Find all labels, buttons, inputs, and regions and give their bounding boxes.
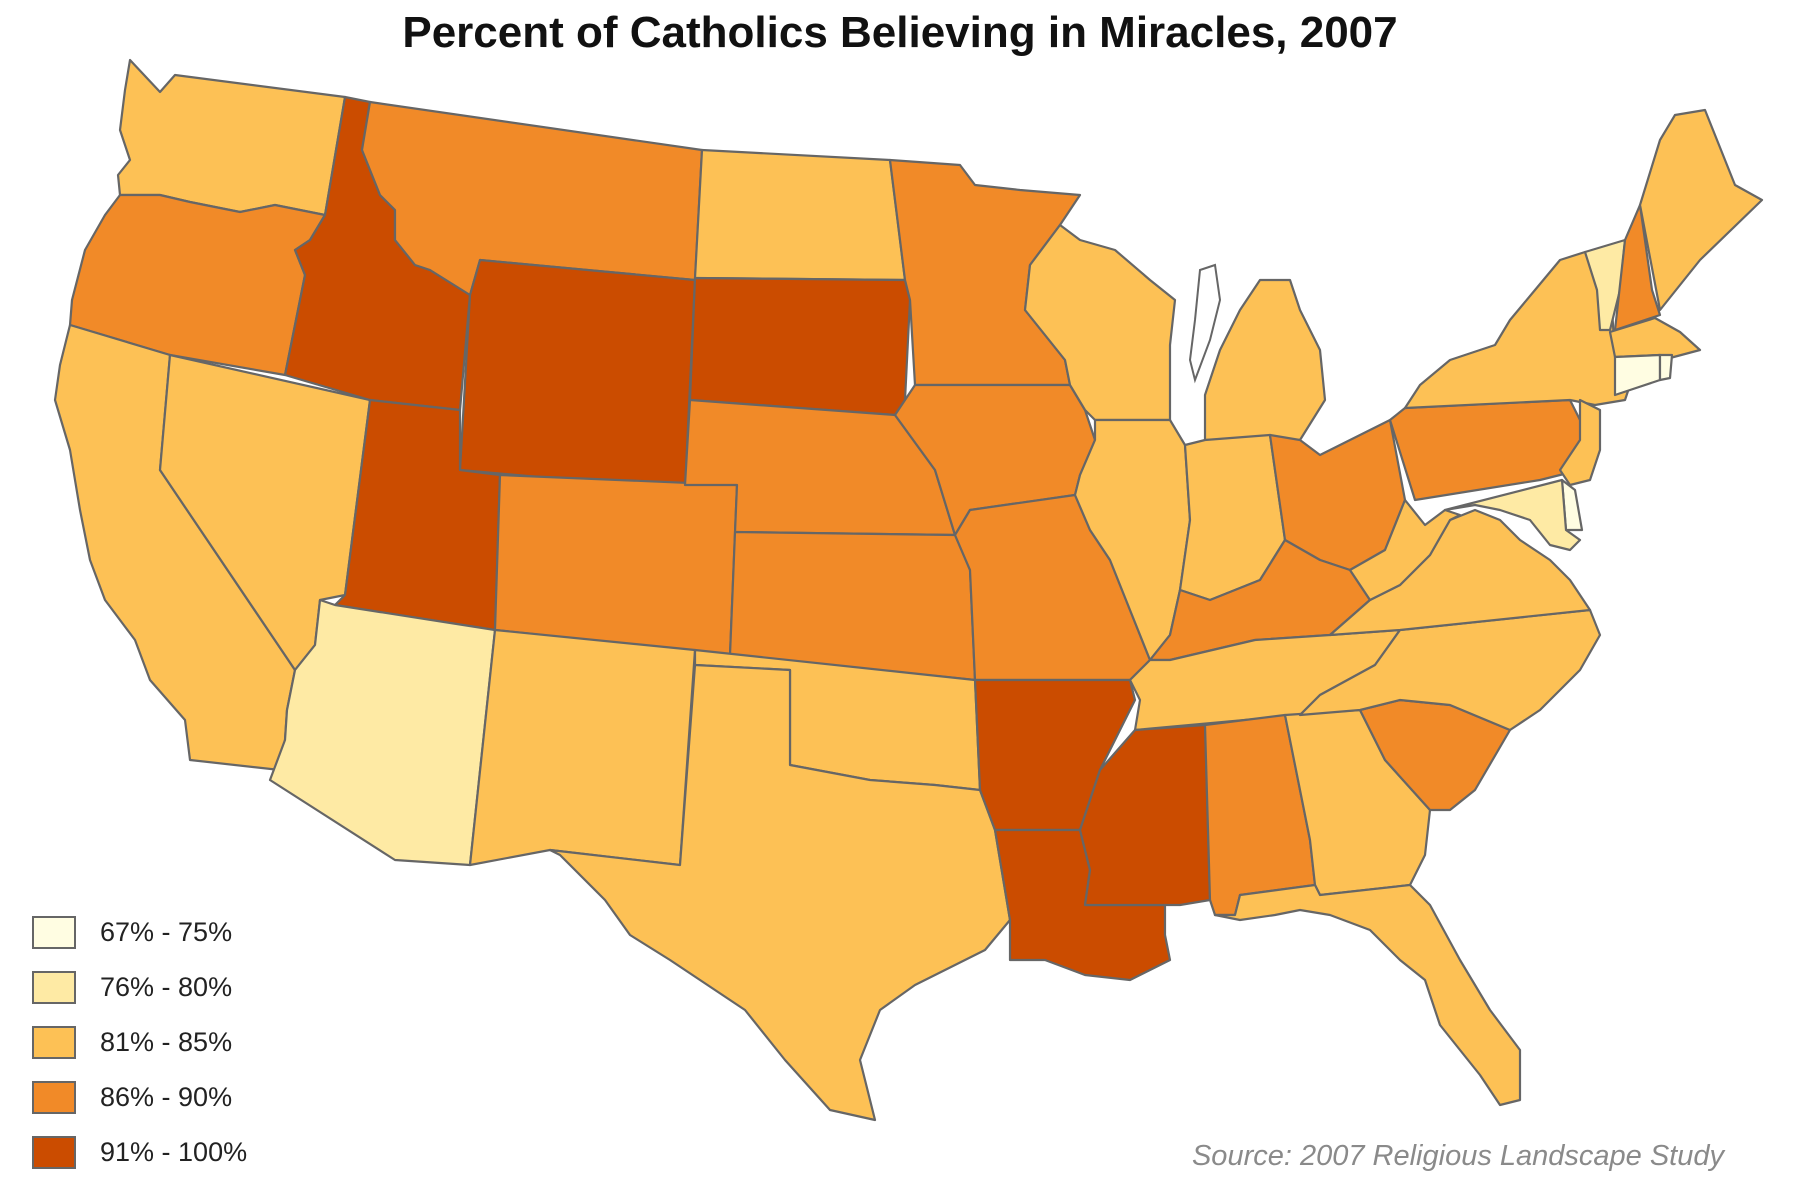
legend-label: 91% - 100%: [100, 1137, 248, 1167]
state-ri: [1658, 353, 1674, 382]
lake-michigan: [1188, 263, 1222, 384]
state-nh: [1613, 203, 1662, 332]
legend-item: 81% - 85%: [32, 1015, 247, 1070]
state-sd: [688, 276, 912, 417]
legend-swatch: [32, 916, 76, 949]
state-ms: [1078, 723, 1212, 907]
legend-swatch: [32, 971, 76, 1004]
legend-swatch: [32, 1136, 76, 1169]
state-wi: [1023, 223, 1177, 422]
legend-label: 81% - 85%: [100, 1027, 233, 1057]
state-co: [493, 473, 739, 657]
legend-label: 67% - 75%: [100, 917, 233, 947]
legend-swatch: [32, 1026, 76, 1059]
state-nm: [468, 628, 697, 867]
map-title: Percent of Catholics Believing in Miracl…: [402, 8, 1398, 57]
state-me: [1638, 108, 1764, 312]
legend-item: 76% - 80%: [32, 960, 247, 1015]
legend-label: 76% - 80%: [100, 972, 233, 1002]
legend-item: 91% - 100%: [32, 1125, 247, 1180]
state-nj: [1558, 398, 1602, 487]
state-tx: [548, 663, 1012, 1122]
state-fl: [1213, 883, 1522, 1107]
state-wa: [116, 58, 347, 217]
legend-label: 86% - 90%: [100, 1082, 233, 1112]
legend-item: 86% - 90%: [32, 1070, 247, 1125]
state-wy: [458, 258, 697, 492]
state-mi: [1203, 278, 1327, 442]
source-note: Source: 2007 Religious Landscape Study: [1191, 1140, 1724, 1172]
state-md: [1443, 478, 1582, 552]
state-nd: [693, 148, 907, 282]
legend-swatch: [32, 1081, 76, 1114]
state-wv: [1348, 498, 1462, 602]
legend-item: 67% - 75%: [32, 905, 247, 960]
states-layer: [53, 58, 1764, 1122]
state-ct: [1613, 353, 1662, 397]
legend: 67% - 75% 76% - 80% 81% - 85% 86% - 90% …: [32, 905, 247, 1180]
